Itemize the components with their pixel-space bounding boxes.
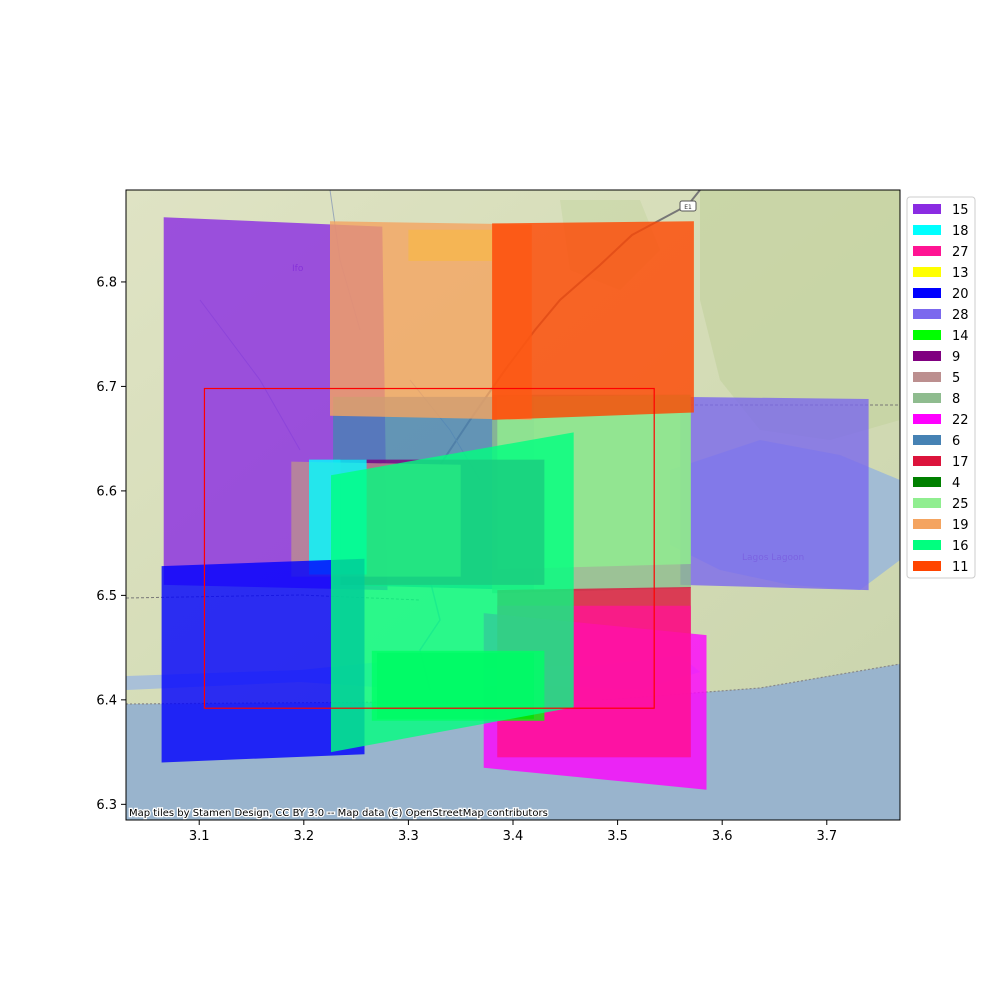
legend-swatch [913, 225, 941, 235]
legend-swatch [913, 561, 941, 571]
footprint-20 [161, 558, 365, 763]
x-tick-label: 3.5 [607, 829, 628, 844]
legend-swatch [913, 372, 941, 382]
legend-item-4: 4 [913, 476, 960, 491]
map-attribution: Map tiles by Stamen Design, CC BY 3.0 --… [129, 808, 548, 819]
legend-label: 15 [952, 203, 969, 218]
legend-label: 19 [952, 518, 969, 533]
basemap: E1 Ifo Lagos Lagoon [126, 190, 900, 820]
legend-item-28: 28 [913, 308, 969, 323]
x-tick-label: 3.3 [398, 829, 419, 844]
legend-label: 5 [952, 371, 960, 386]
legend-swatch [913, 414, 941, 424]
map-axes[interactable]: E1 Ifo Lagos Lagoon 3.13.23.33.43.53.63.… [96, 189, 901, 844]
legend-swatch [913, 288, 941, 298]
legend-swatch [913, 204, 941, 214]
y-tick-label: 6.3 [96, 798, 117, 813]
legend-label: 27 [952, 245, 969, 260]
legend-label: 6 [952, 434, 960, 449]
y-tick-label: 6.8 [96, 275, 117, 290]
legend-item-11: 11 [913, 560, 969, 575]
legend-swatch [913, 456, 941, 466]
x-tick-label: 3.4 [503, 829, 524, 844]
y-axis: 6.3 6.4 6.5 6.6 6.7 6.8 [96, 275, 126, 813]
y-tick-label: 6.6 [96, 484, 117, 499]
legend-label: 8 [952, 392, 960, 407]
legend-item-16: 16 [913, 539, 969, 554]
legend-item-25: 25 [913, 497, 969, 512]
road-shield-e1-north: E1 [679, 200, 697, 212]
legend-swatch [913, 309, 941, 319]
footprint-11 [492, 221, 694, 420]
legend-item-15: 15 [913, 203, 969, 218]
legend-label: 14 [952, 329, 969, 344]
legend-label: 28 [952, 308, 969, 323]
legend-swatch [913, 393, 941, 403]
legend-item-17: 17 [913, 455, 969, 470]
legend-swatch [913, 477, 941, 487]
legend-item-8: 8 [913, 392, 960, 407]
legend-swatch [913, 435, 941, 445]
legend-label: 18 [952, 224, 969, 239]
legend-item-22: 22 [913, 413, 969, 428]
area-of-interest-box [203, 387, 655, 709]
footprint-28 [680, 396, 869, 591]
legend-swatch [913, 267, 941, 277]
road-shield-label: E1 [684, 204, 692, 211]
legend-item-14: 14 [913, 329, 969, 344]
legend-swatch [913, 519, 941, 529]
legend-item-5: 5 [913, 371, 960, 386]
legend: 15 18 27 13 20 28 14 9 5 8 22 6 17 4 25 19 16 11 [906, 196, 976, 579]
y-tick-label: 6.4 [96, 693, 117, 708]
legend-item-20: 20 [913, 287, 969, 302]
y-tick-label: 6.5 [96, 589, 117, 604]
legend-label: 11 [952, 560, 969, 575]
legend-label: 25 [952, 497, 969, 512]
footprint-16 [331, 432, 574, 753]
legend-label: 4 [952, 476, 960, 491]
x-tick-label: 3.7 [816, 829, 837, 844]
footprint-19 [330, 221, 532, 420]
legend-item-18: 18 [913, 224, 969, 239]
legend-swatch [913, 246, 941, 256]
legend-swatch [913, 498, 941, 508]
footprint-layer [161, 217, 869, 790]
x-axis: 3.1 3.2 3.3 3.4 3.5 3.6 3.7 [189, 820, 837, 844]
legend-label: 16 [952, 539, 969, 554]
x-tick-label: 3.2 [293, 829, 314, 844]
legend-item-19: 19 [913, 518, 969, 533]
x-tick-label: 3.6 [712, 829, 733, 844]
legend-label: 17 [952, 455, 969, 470]
legend-swatch [913, 330, 941, 340]
coastline [126, 663, 900, 705]
legend-label: 13 [952, 266, 969, 281]
legend-item-6: 6 [913, 434, 960, 449]
legend-label: 22 [952, 413, 969, 428]
y-tick-label: 6.7 [96, 380, 117, 395]
legend-swatch [913, 351, 941, 361]
x-tick-label: 3.1 [189, 829, 210, 844]
legend-swatch [913, 540, 941, 550]
legend-label: 9 [952, 350, 960, 365]
forest-patch [700, 190, 900, 440]
legend-item-13: 13 [913, 266, 969, 281]
legend-item-9: 9 [913, 350, 960, 365]
legend-item-27: 27 [913, 245, 969, 260]
legend-label: 20 [952, 287, 969, 302]
